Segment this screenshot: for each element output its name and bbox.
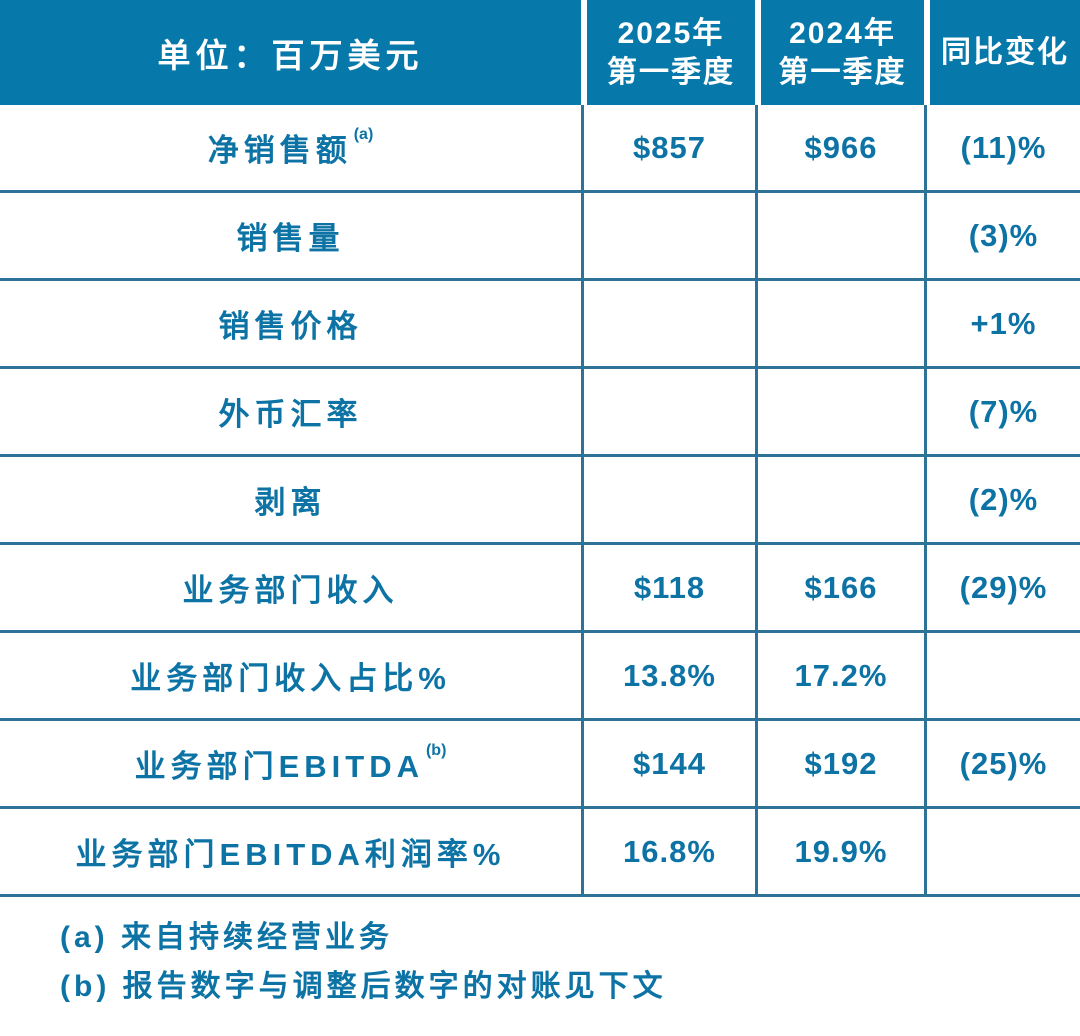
header-2024-line2: 第一季度 — [778, 55, 907, 89]
row-label-text: 业务部门收入占比% — [130, 661, 451, 696]
table-row-segment-income: 业务部门收入 $118 $166 (29)% — [0, 545, 1080, 633]
row-label: 业务部门收入占比% — [0, 633, 581, 718]
table-row-segment-ebitda: 业务部门EBITDA (b) $144 $192 (25)% — [0, 721, 1080, 809]
footnote-marker-b: (b) — [425, 741, 447, 759]
row-label-text: 业务部门EBITDA — [134, 749, 424, 784]
footnote-b: (b) 报告数字与调整后数字的对账见下文 — [60, 970, 667, 1003]
footnote-marker-a: (a) — [353, 125, 374, 143]
header-cell-q1-2025: 2025年 第一季度 — [581, 0, 755, 105]
header-2025-line2: 第一季度 — [607, 55, 735, 89]
row-label-text: 剥离 — [254, 485, 327, 520]
value-yoy: +1% — [924, 281, 1080, 366]
row-label-text: 净销售额 — [207, 133, 352, 168]
value-2025: 13.8% — [581, 633, 755, 718]
value-yoy: (2)% — [924, 457, 1080, 542]
row-label-text: 外币汇率 — [218, 397, 363, 432]
row-label: 销售价格 — [0, 281, 581, 366]
value-2024: $166 — [755, 545, 924, 630]
value-yoy: (3)% — [924, 193, 1080, 278]
row-label: 净销售额 (a) — [0, 105, 581, 190]
value-yoy: (7)% — [924, 369, 1080, 454]
value-2024: 17.2% — [755, 633, 924, 718]
table-header-row: 单位：百万美元 2025年 第一季度 2024年 第一季度 同比变化 — [0, 0, 1080, 105]
header-cell-q1-2024: 2024年 第一季度 — [755, 0, 924, 105]
table-row-segment-income-margin: 业务部门收入占比% 13.8% 17.2% — [0, 633, 1080, 721]
table-row-sales-price: 销售价格 +1% — [0, 281, 1080, 369]
table-row-divestiture: 剥离 (2)% — [0, 457, 1080, 545]
value-2024 — [755, 457, 924, 542]
financial-results-table: 单位：百万美元 2025年 第一季度 2024年 第一季度 同比变化 净销售额 … — [0, 0, 1080, 897]
value-2024 — [755, 369, 924, 454]
value-2025 — [581, 369, 755, 454]
value-yoy — [924, 633, 1080, 718]
row-label: 业务部门EBITDA利润率% — [0, 809, 581, 894]
row-label: 业务部门EBITDA (b) — [0, 721, 581, 806]
value-yoy — [924, 809, 1080, 894]
value-2025: $144 — [581, 721, 755, 806]
value-2025: 16.8% — [581, 809, 755, 894]
row-label: 外币汇率 — [0, 369, 581, 454]
table-row-net-sales: 净销售额 (a) $857 $966 (11)% — [0, 105, 1080, 193]
table-row-fx-rate: 外币汇率 (7)% — [0, 369, 1080, 457]
row-label: 剥离 — [0, 457, 581, 542]
row-label-text: 销售量 — [236, 221, 345, 256]
value-2025: $118 — [581, 545, 755, 630]
value-2024 — [755, 193, 924, 278]
row-label-text: 业务部门收入 — [182, 573, 399, 608]
footnotes-section: (a) 来自持续经营业务 (b) 报告数字与调整后数字的对账见下文 — [0, 897, 1080, 1011]
header-2024-line1: 2024年 — [789, 16, 896, 50]
row-label-text: 业务部门EBITDA利润率% — [75, 837, 506, 872]
value-yoy: (25)% — [924, 721, 1080, 806]
value-2024: $966 — [755, 105, 924, 190]
table-row-segment-ebitda-margin: 业务部门EBITDA利润率% 16.8% 19.9% — [0, 809, 1080, 897]
footnote-a: (a) 来自持续经营业务 — [60, 921, 393, 954]
header-yoy-label: 同比变化 — [941, 36, 1069, 69]
value-yoy: (11)% — [924, 105, 1080, 190]
row-label-text: 销售价格 — [218, 309, 363, 344]
header-cell-yoy: 同比变化 — [924, 0, 1080, 105]
value-2024 — [755, 281, 924, 366]
unit-label: 单位：百万美元 — [157, 36, 424, 74]
row-label: 业务部门收入 — [0, 545, 581, 630]
value-2024: 19.9% — [755, 809, 924, 894]
value-2025 — [581, 193, 755, 278]
value-2024: $192 — [755, 721, 924, 806]
table-row-sales-volume: 销售量 (3)% — [0, 193, 1080, 281]
value-2025: $857 — [581, 105, 755, 190]
value-yoy: (29)% — [924, 545, 1080, 630]
header-cell-unit: 单位：百万美元 — [0, 0, 581, 105]
row-label: 销售量 — [0, 193, 581, 278]
value-2025 — [581, 281, 755, 366]
header-2025-line1: 2025年 — [617, 16, 725, 50]
value-2025 — [581, 457, 755, 542]
